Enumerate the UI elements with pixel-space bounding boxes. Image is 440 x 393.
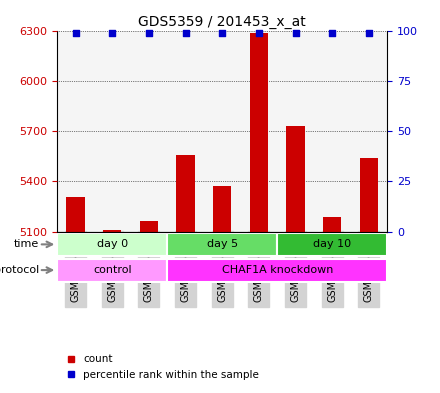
- Text: control: control: [93, 265, 132, 275]
- Point: [255, 30, 262, 37]
- Title: GDS5359 / 201453_x_at: GDS5359 / 201453_x_at: [138, 15, 306, 29]
- FancyBboxPatch shape: [277, 233, 387, 256]
- Text: day 0: day 0: [97, 239, 128, 250]
- Bar: [286, 127, 305, 231]
- Bar: [176, 155, 194, 231]
- FancyBboxPatch shape: [167, 233, 277, 256]
- Text: time: time: [14, 239, 39, 250]
- Point: [145, 30, 152, 37]
- FancyBboxPatch shape: [57, 259, 167, 282]
- Point: [182, 30, 189, 37]
- Bar: [140, 221, 158, 231]
- Point: [219, 30, 226, 37]
- Point: [292, 30, 299, 37]
- Point: [109, 30, 116, 37]
- Text: CHAF1A knockdown: CHAF1A knockdown: [221, 265, 333, 275]
- Point: [365, 30, 372, 37]
- Text: protocol: protocol: [0, 265, 39, 275]
- Bar: [250, 33, 268, 231]
- Legend: count, percentile rank within the sample: count, percentile rank within the sample: [62, 350, 263, 384]
- Text: day 10: day 10: [313, 239, 351, 250]
- Bar: [103, 230, 121, 231]
- Point: [329, 30, 336, 37]
- Bar: [323, 217, 341, 231]
- Bar: [360, 158, 378, 231]
- FancyBboxPatch shape: [57, 233, 167, 256]
- Point: [72, 30, 79, 37]
- Bar: [66, 196, 85, 231]
- Text: day 5: day 5: [207, 239, 238, 250]
- FancyBboxPatch shape: [167, 259, 387, 282]
- Bar: [213, 187, 231, 231]
